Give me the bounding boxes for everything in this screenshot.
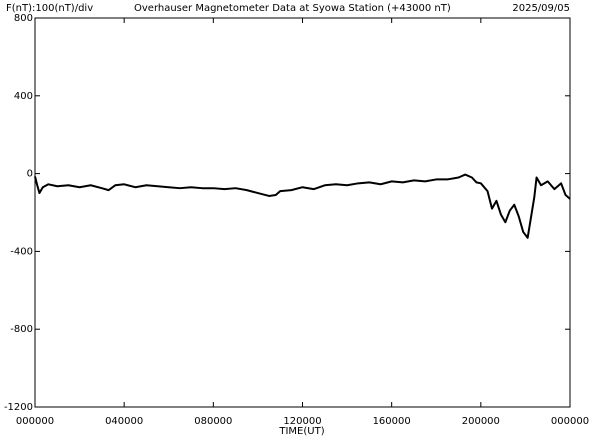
chart-title: Overhauser Magnetometer Data at Syowa St… bbox=[134, 3, 451, 14]
x-tick-label: 080000 bbox=[194, 416, 232, 427]
date: 2025/09/05 bbox=[512, 3, 570, 14]
y-axis-label: F(nT):100(nT)/div bbox=[6, 3, 93, 14]
y-tick-label: 400 bbox=[14, 91, 33, 102]
y-tick-label: -800 bbox=[10, 324, 33, 335]
y-tick-label: 800 bbox=[14, 13, 33, 24]
x-tick-label: 160000 bbox=[373, 416, 411, 427]
x-tick-label: 000000 bbox=[551, 416, 589, 427]
x-tick-label: 200000 bbox=[462, 416, 500, 427]
x-axis-label: TIME(UT) bbox=[278, 426, 324, 437]
x-tick-label: 120000 bbox=[283, 416, 321, 427]
y-tick-label: 0 bbox=[27, 169, 33, 180]
y-tick-label: -400 bbox=[10, 246, 33, 257]
x-tick-label: 040000 bbox=[105, 416, 143, 427]
y-tick-label: -1200 bbox=[4, 402, 33, 413]
x-tick-label: 000000 bbox=[16, 416, 54, 427]
data-line bbox=[34, 173, 571, 239]
